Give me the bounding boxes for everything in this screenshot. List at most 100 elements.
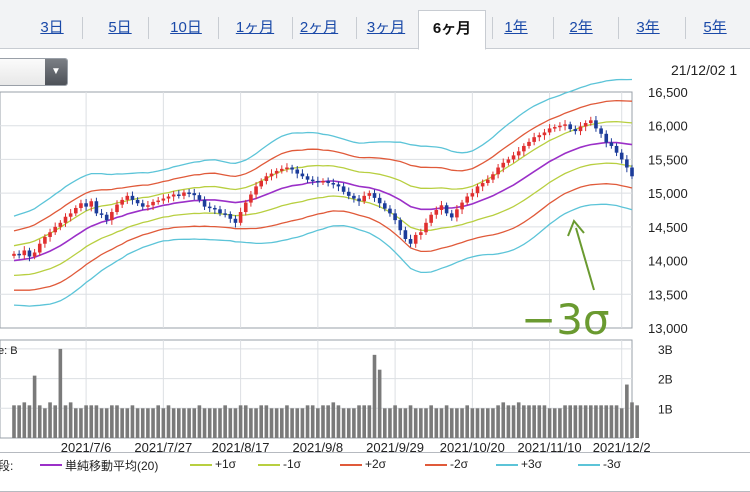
candle-body bbox=[403, 230, 408, 239]
candle-body bbox=[32, 252, 37, 257]
candle-body bbox=[589, 120, 593, 124]
x-tick-label: 2021/9/8 bbox=[293, 440, 344, 455]
volume-bar bbox=[187, 408, 191, 438]
candle-body bbox=[398, 220, 403, 231]
volume-bar bbox=[594, 405, 598, 438]
volume-bar bbox=[413, 408, 418, 438]
volume-bar bbox=[274, 408, 279, 438]
candle-body bbox=[218, 209, 222, 214]
candle-body bbox=[465, 196, 469, 203]
legend-label-6: +3σ bbox=[521, 457, 543, 471]
volume-bar bbox=[362, 405, 366, 438]
volume-bar bbox=[326, 405, 330, 438]
x-tick-label: 2021/7/27 bbox=[134, 440, 192, 455]
volume-bar bbox=[383, 408, 387, 438]
volume-bar bbox=[68, 402, 73, 438]
candle-body bbox=[578, 126, 583, 132]
volume-bar bbox=[259, 405, 263, 438]
candle-body bbox=[115, 204, 119, 213]
candle-body bbox=[439, 205, 444, 210]
tab-separator bbox=[218, 17, 219, 39]
candle-body bbox=[367, 193, 372, 196]
candle-body bbox=[48, 232, 52, 237]
volume-bar bbox=[563, 405, 567, 438]
last-update-date: 21/12/02 1 bbox=[671, 62, 738, 78]
tab-9[interactable]: 2年 bbox=[569, 19, 593, 36]
volume-bar bbox=[625, 384, 629, 438]
volume-bar bbox=[110, 405, 114, 438]
volume-bar bbox=[449, 408, 454, 438]
period-tab-bar: 3日 5日 10日 1ヶ月 2ヶ月 3ヶ月 6ヶ月 1年 2年 3年 5年 bbox=[0, 0, 750, 50]
volume-bar bbox=[377, 369, 382, 438]
tab-1[interactable]: 3日 bbox=[40, 19, 64, 36]
legend-line-5 bbox=[425, 464, 447, 466]
tab-2[interactable]: 5日 bbox=[108, 19, 132, 36]
candle-body bbox=[130, 195, 135, 200]
candle-body bbox=[22, 250, 27, 256]
candle-body bbox=[192, 193, 197, 196]
volume-bar bbox=[17, 405, 21, 438]
volume-bar bbox=[511, 405, 516, 438]
volume-bar bbox=[460, 408, 464, 438]
candle-body bbox=[594, 120, 598, 129]
candle-body bbox=[547, 128, 552, 133]
volume-bar bbox=[140, 408, 145, 438]
volume-bar bbox=[182, 408, 186, 438]
candle-body bbox=[89, 201, 94, 207]
chevron-down-icon[interactable]: ▼ bbox=[45, 59, 67, 85]
x-tick-label: 2021/11/10 bbox=[518, 440, 582, 455]
candle-body bbox=[223, 213, 227, 215]
candle-body bbox=[300, 173, 305, 177]
candle-body bbox=[12, 253, 16, 256]
volume-bar bbox=[506, 405, 511, 438]
candle-body bbox=[99, 213, 104, 215]
volume-bar bbox=[547, 408, 552, 438]
candle-body bbox=[238, 212, 243, 223]
candle-body bbox=[228, 214, 233, 219]
price-tick-label: 16,000 bbox=[648, 119, 688, 134]
volume-bar bbox=[104, 408, 109, 438]
tab-3[interactable]: 10日 bbox=[170, 19, 202, 36]
candle-body bbox=[506, 159, 511, 163]
band-minus3-line bbox=[13, 203, 633, 307]
tab-separator bbox=[553, 17, 554, 39]
volume-bar bbox=[295, 408, 300, 438]
candle-body bbox=[43, 236, 47, 244]
tab-8[interactable]: 1年 bbox=[504, 19, 528, 36]
candle-body bbox=[434, 210, 439, 215]
tab-5[interactable]: 2ヶ月 bbox=[299, 19, 339, 36]
price-plot-frame bbox=[0, 91, 633, 329]
volume-bar bbox=[130, 405, 135, 438]
indicator-select[interactable]: ▼ bbox=[0, 58, 68, 86]
volume-bar bbox=[444, 405, 449, 438]
tab-6[interactable]: 3ヶ月 bbox=[366, 19, 406, 36]
tab-11[interactable]: 5年 bbox=[703, 19, 727, 36]
legend-line-6 bbox=[496, 464, 518, 466]
volume-bar bbox=[156, 405, 160, 438]
volume-tick-label: 2B bbox=[658, 373, 673, 387]
volume-bar bbox=[264, 405, 269, 438]
volume-bar bbox=[480, 408, 485, 438]
tab-4[interactable]: 1ヶ月 bbox=[235, 19, 275, 36]
candle-body bbox=[166, 196, 171, 199]
tab-7[interactable]: 6ヶ月 bbox=[418, 10, 486, 50]
candle-body bbox=[156, 200, 160, 203]
candle-body bbox=[285, 167, 289, 170]
volume-bar bbox=[614, 405, 619, 438]
volume-bar bbox=[635, 405, 639, 438]
band-minus1-line bbox=[13, 162, 633, 277]
candle-body bbox=[419, 232, 423, 235]
tab-10[interactable]: 3年 bbox=[636, 19, 660, 36]
volume-bar bbox=[537, 405, 542, 438]
volume-bar bbox=[120, 408, 124, 438]
volume-bar bbox=[300, 408, 305, 438]
legend-line-4 bbox=[340, 464, 362, 466]
candle-body bbox=[187, 192, 191, 194]
candle-body bbox=[74, 207, 78, 214]
volume-bar bbox=[238, 405, 243, 438]
volume-bar bbox=[599, 405, 603, 438]
volume-bar bbox=[578, 405, 583, 438]
volume-bar bbox=[254, 408, 258, 438]
candle-body bbox=[213, 207, 217, 210]
volume-bar bbox=[486, 408, 490, 438]
